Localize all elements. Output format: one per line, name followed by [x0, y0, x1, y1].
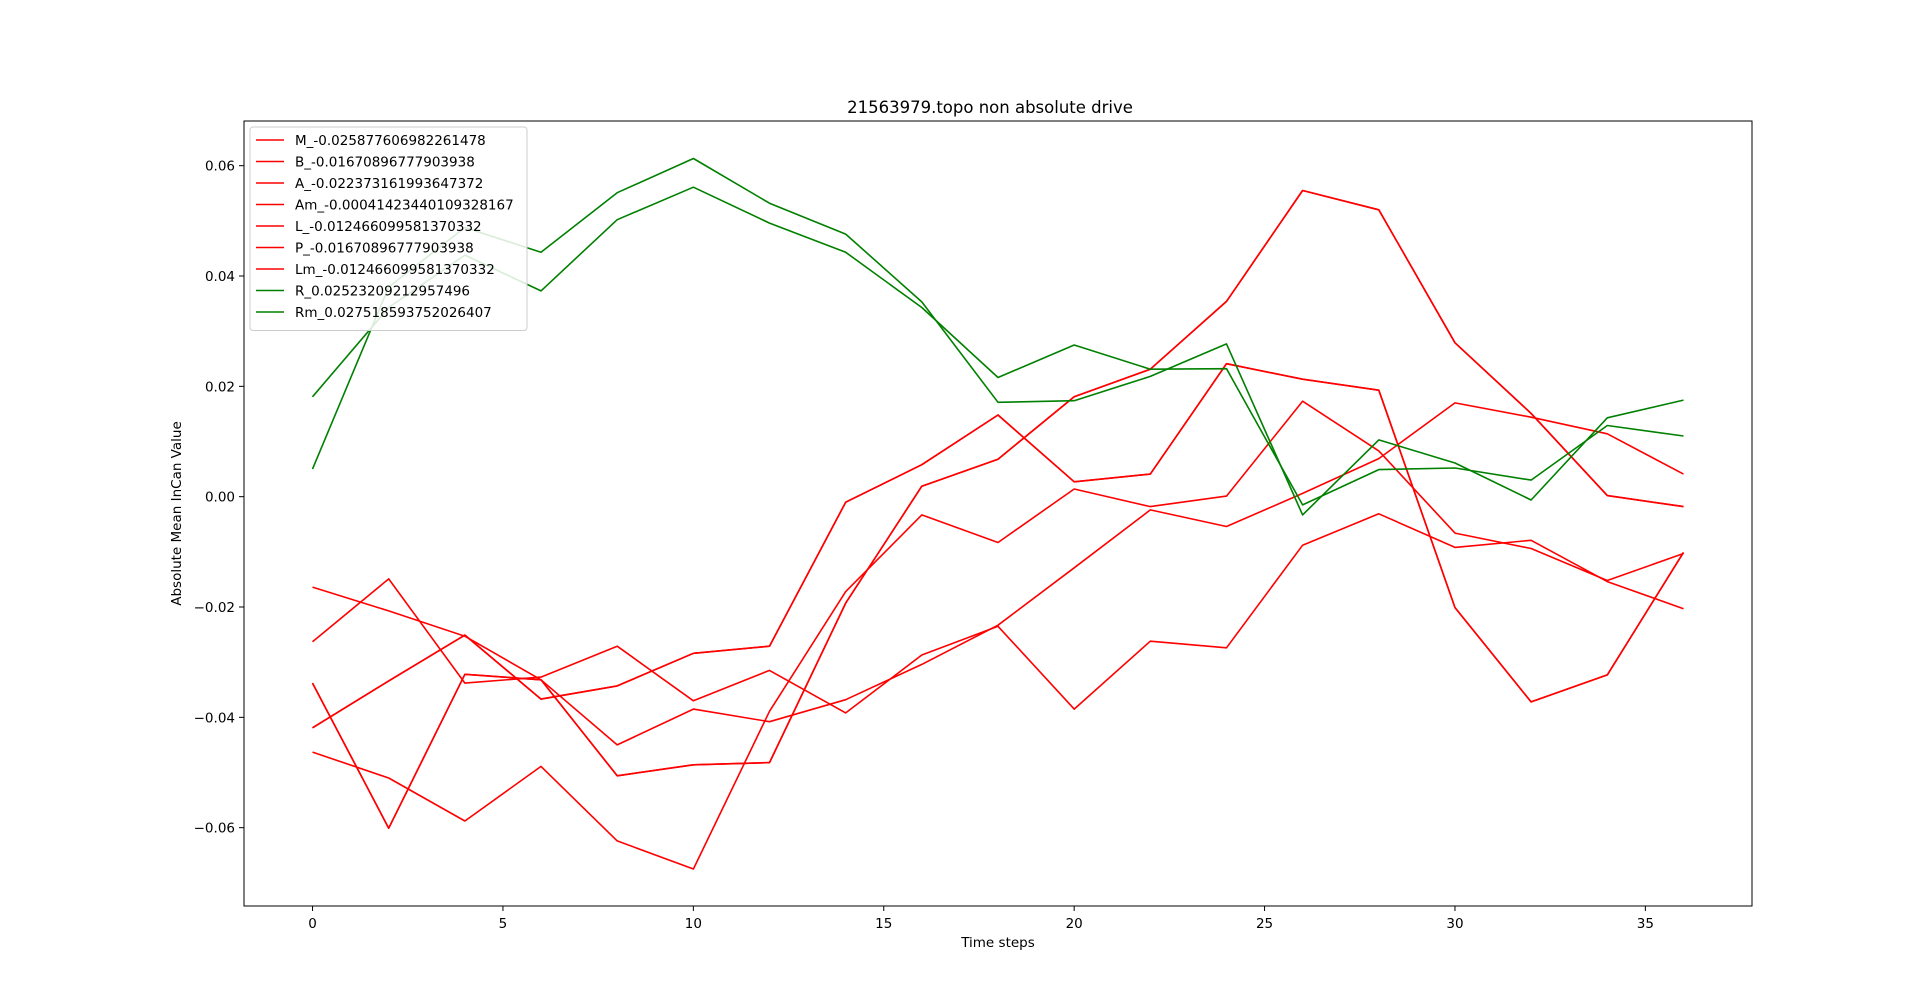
legend-entry-8: R_0.02523209212957496 — [295, 284, 470, 300]
series-line-7 — [311, 512, 1684, 714]
x-tick-label: 5 — [499, 916, 508, 932]
series-line-9 — [311, 186, 1684, 506]
x-tick-label: 35 — [1637, 916, 1654, 932]
legend-entry-3: A_-0.022373161993647372 — [295, 176, 483, 192]
y-tick-label: −0.06 — [194, 821, 235, 837]
y-tick-label: −0.02 — [194, 600, 235, 616]
x-tick-label: 25 — [1256, 916, 1273, 932]
y-tick-label: −0.04 — [194, 710, 235, 726]
y-tick-label: 0.04 — [205, 269, 235, 285]
legend-entry-5: L_-0.012466099581370332 — [295, 219, 482, 235]
y-axis-ticks: −0.06 −0.04 −0.02 0.00 0.02 0.04 0.06 — [194, 159, 244, 837]
plot-frame — [243, 120, 1753, 907]
y-tick-label: 0.06 — [205, 159, 235, 175]
y-axis-label: Absolute Mean InCan Value — [169, 421, 185, 606]
x-tick-label: 20 — [1066, 916, 1083, 932]
legend-box — [249, 126, 528, 331]
x-axis-label: Time steps — [960, 935, 1035, 951]
y-tick-label: 0.00 — [205, 490, 235, 506]
x-axis-ticks: 0 5 10 15 20 25 30 35 — [308, 906, 1654, 932]
legend-entry-4: Am_-0.00041423440109328167 — [295, 198, 514, 214]
legend-entry-1: M_-0.025877606982261478 — [295, 133, 486, 149]
legend-entry-6: P_-0.01670896777903938 — [295, 241, 474, 257]
y-tick-label: 0.02 — [205, 379, 235, 395]
x-tick-label: 30 — [1446, 916, 1463, 932]
series-line-1 — [312, 400, 1684, 870]
legend-entry-2: B_-0.01670896777903938 — [295, 155, 475, 171]
plot-lines — [311, 157, 1685, 870]
x-tick-label: 0 — [308, 916, 317, 932]
chart-title: 21563979.topo non absolute drive — [847, 98, 1133, 117]
x-tick-label: 10 — [685, 916, 702, 932]
legend-entry-9: Rm_0.027518593752026407 — [295, 305, 492, 321]
series-line-8 — [311, 157, 1684, 516]
x-tick-label: 15 — [875, 916, 892, 932]
series-line-6 — [312, 362, 1685, 729]
legend: M_-0.025877606982261478 B_-0.016708967779… — [249, 126, 528, 331]
legend-entry-7: Lm_-0.012466099581370332 — [295, 262, 495, 278]
series-line-5 — [311, 189, 1684, 830]
